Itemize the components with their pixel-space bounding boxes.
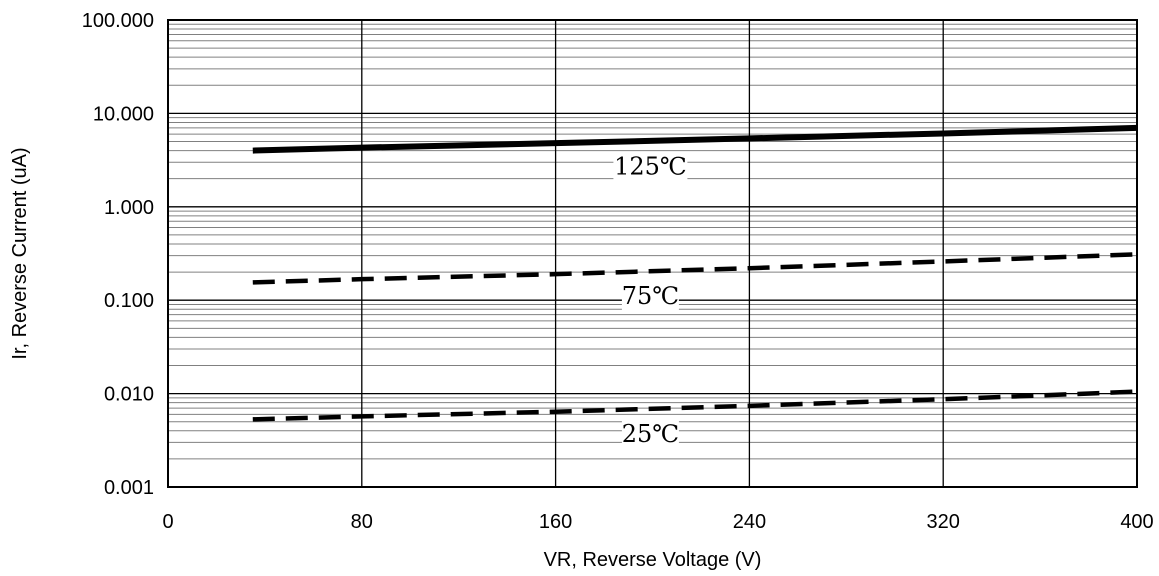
series-line bbox=[252, 389, 1138, 422]
y-tick-label: 1.000 bbox=[104, 197, 154, 219]
x-tick-label: 240 bbox=[733, 511, 766, 533]
y-tick-labels: 0.001 0.010 0.100 1.000 10.000 100.000 bbox=[82, 10, 154, 499]
x-tick-label: 0 bbox=[162, 511, 173, 533]
series-line bbox=[252, 124, 1138, 154]
series-label: 125℃ bbox=[614, 152, 687, 180]
y-tick-label: 0.100 bbox=[104, 290, 154, 312]
x-axis-label: VR, Reverse Voltage (V) bbox=[544, 549, 762, 571]
x-tick-label: 320 bbox=[927, 511, 960, 533]
y-tick-label: 100.000 bbox=[82, 10, 154, 32]
series-label-bg bbox=[621, 282, 679, 312]
x-tick-labels: 0 80 160 240 320 400 bbox=[162, 511, 1153, 533]
y-tick-label: 0.001 bbox=[104, 477, 154, 499]
series-layer: 125℃ 75℃ 25℃ bbox=[252, 124, 1138, 449]
series-label: 25℃ bbox=[622, 420, 679, 448]
major-grid bbox=[168, 20, 1137, 487]
plot-frame bbox=[167, 19, 1138, 488]
y-tick-label: 10.000 bbox=[93, 103, 154, 125]
x-tick-label: 400 bbox=[1120, 511, 1153, 533]
y-axis-label: Ir, Reverse Current (uA) bbox=[9, 147, 31, 359]
x-tick-label: 80 bbox=[351, 511, 373, 533]
series-label-bg bbox=[613, 152, 688, 182]
series-label: 75℃ bbox=[622, 282, 679, 310]
series-label-bg bbox=[621, 419, 679, 449]
y-tick-label: 0.010 bbox=[104, 384, 154, 406]
series-line bbox=[252, 252, 1138, 285]
x-tick-label: 160 bbox=[539, 511, 572, 533]
